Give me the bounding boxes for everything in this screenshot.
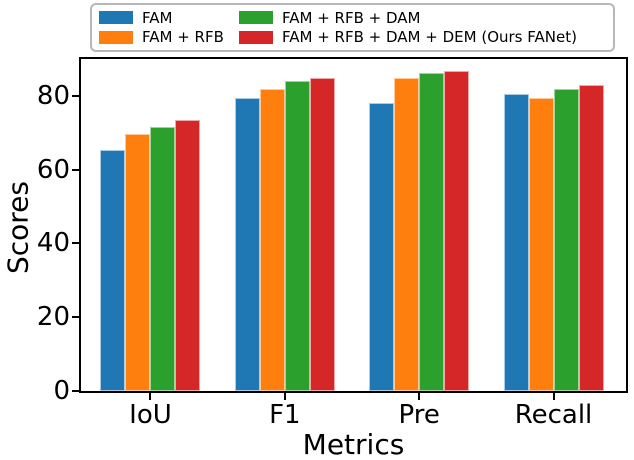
bar-Recall-series-1	[503, 94, 529, 391]
bar-F1-series-1	[234, 98, 260, 391]
bar-F1-series-4	[309, 77, 335, 391]
bar-IoU-series-4	[175, 119, 201, 391]
legend-label: FAM + RFB + DAM	[282, 8, 421, 27]
y-tick-label: 20	[36, 302, 70, 333]
y-tick-label: 0	[53, 376, 70, 406]
x-tick-mark	[283, 393, 286, 400]
bar-Recall-series-2	[528, 98, 554, 391]
x-tick-mark	[552, 393, 555, 400]
bar-IoU-series-1	[100, 150, 126, 391]
y-tick-label: 40	[36, 228, 70, 259]
legend-item-3: FAM + RFB + DAM	[239, 9, 606, 27]
bar-Pre-series-4	[444, 71, 470, 391]
legend-item-1: FAM	[99, 9, 239, 27]
bar-IoU-series-3	[150, 127, 176, 391]
y-tick-mark	[72, 242, 79, 245]
y-tick-label: 60	[36, 154, 70, 185]
x-tick-label: Pre	[398, 400, 440, 430]
y-tick-mark	[72, 168, 79, 171]
legend-swatch-icon	[239, 30, 273, 44]
x-axis-label: Metrics	[302, 428, 405, 460]
y-tick-mark	[72, 94, 79, 97]
y-tick-mark	[72, 390, 79, 392]
bar-F1-series-2	[259, 88, 285, 391]
y-tick-mark	[72, 316, 79, 319]
bar-IoU-series-2	[125, 133, 151, 391]
legend-label: FAM + RFB	[142, 28, 224, 47]
bar-Recall-series-4	[578, 85, 604, 391]
legend-item-2: FAM + RFB	[99, 28, 239, 46]
x-tick-label: Recall	[514, 400, 593, 430]
legend-swatch-icon	[99, 30, 133, 44]
bar-Pre-series-3	[419, 72, 445, 391]
legend-swatch-icon	[239, 11, 273, 25]
x-tick-label: F1	[269, 400, 301, 430]
legend-label: FAM + RFB + DAM + DEM (Ours FANet)	[282, 28, 577, 47]
legend-label: FAM	[142, 8, 173, 27]
bar-F1-series-3	[284, 81, 310, 391]
bar-Recall-series-3	[553, 88, 579, 391]
legend-item-4: FAM + RFB + DAM + DEM (Ours FANet)	[239, 28, 606, 46]
bar-Pre-series-2	[394, 77, 420, 391]
x-tick-mark	[149, 393, 152, 400]
legend-swatch-icon	[99, 11, 133, 25]
legend: FAM FAM + RFB FAM + RFB + DAM FAM + RFB + D…	[90, 3, 615, 52]
x-tick-mark	[418, 393, 421, 400]
bar-Pre-series-1	[369, 102, 395, 391]
x-tick-label: IoU	[129, 400, 172, 430]
y-tick-label: 80	[36, 80, 70, 111]
